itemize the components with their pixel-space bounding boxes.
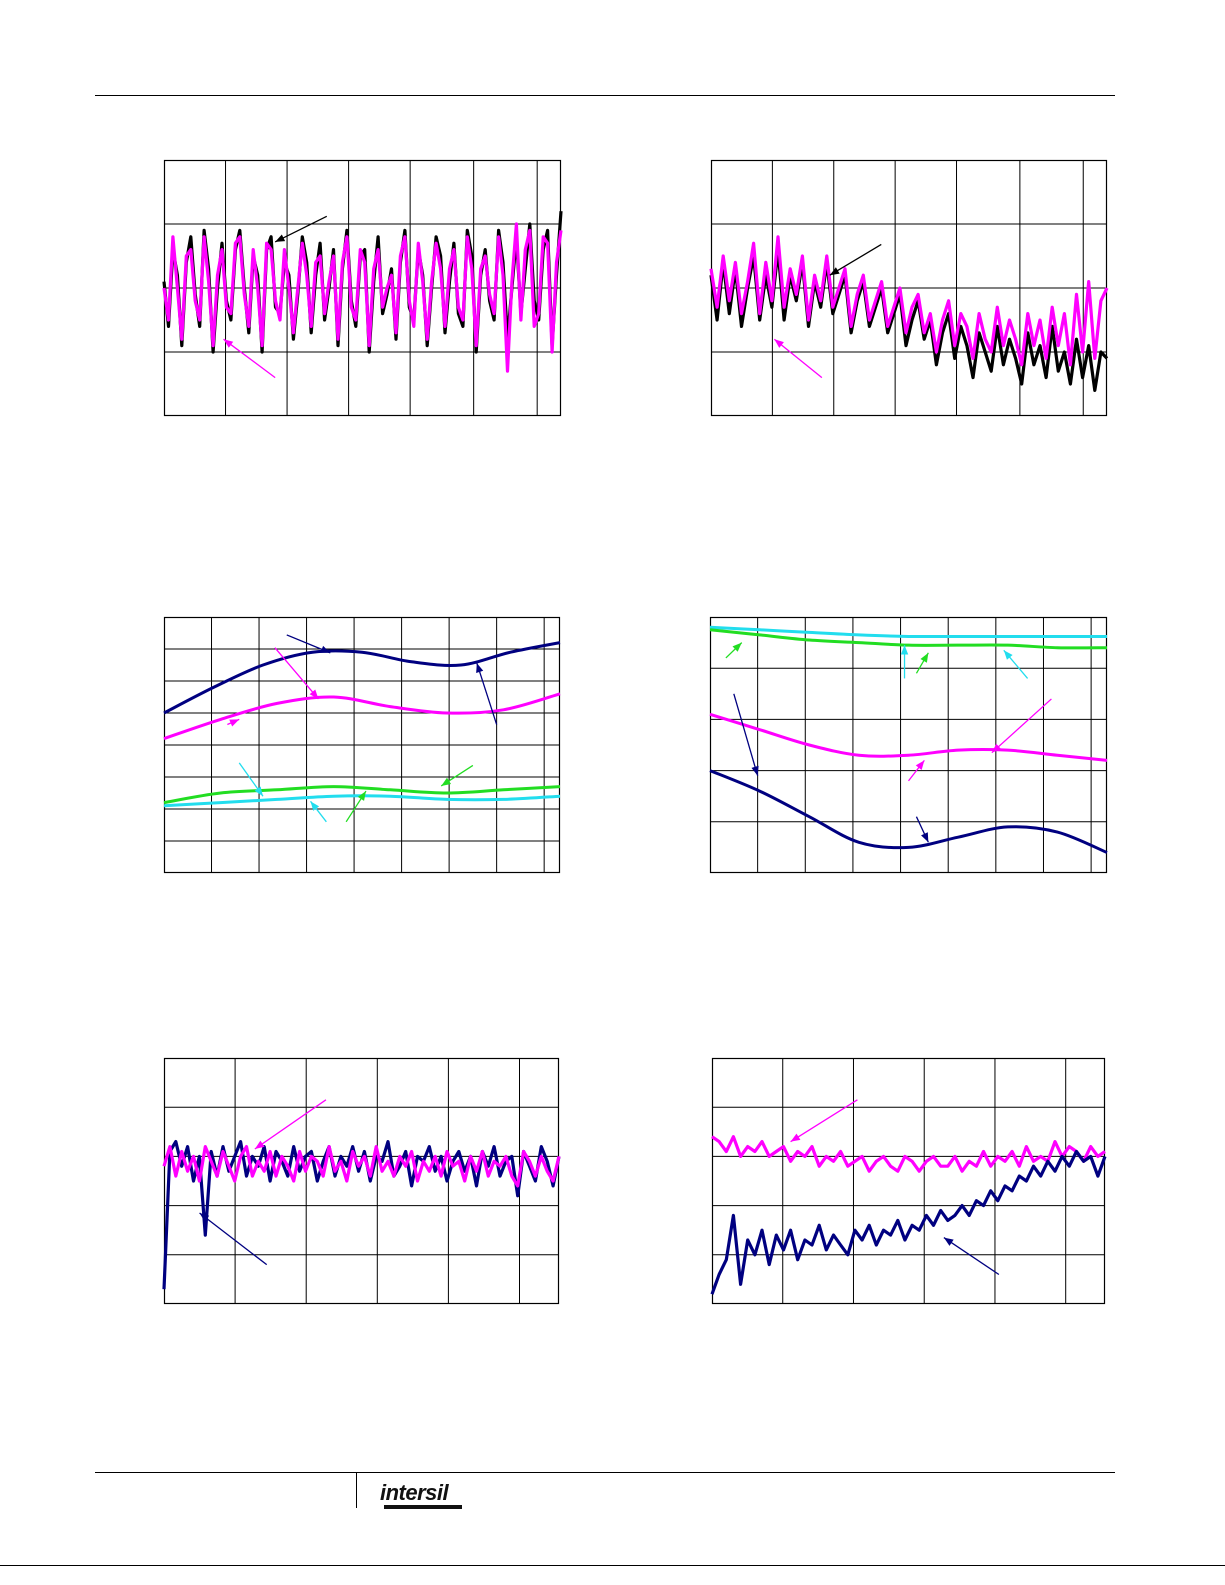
- annotation-arrowhead: [254, 1140, 265, 1150]
- annotation-arrowhead: [309, 689, 319, 699]
- annotation-arrowhead: [915, 760, 925, 770]
- annotation-arrowhead: [1003, 650, 1013, 660]
- chart-3-svg: [163, 616, 561, 874]
- annotation-arrow: [223, 338, 276, 379]
- series-line-2: [162, 222, 563, 373]
- chart-1: [162, 159, 563, 417]
- intersil-logo: intersil: [380, 1480, 462, 1509]
- chart-2-svg: [709, 159, 1109, 417]
- annotation-arrowhead: [920, 652, 929, 663]
- annotation-arrowhead: [199, 1212, 210, 1222]
- annotation-arrow: [829, 243, 882, 276]
- chart-4: [709, 616, 1108, 874]
- annotation-arrow: [991, 698, 1052, 754]
- series-line-4: [709, 769, 1108, 854]
- annotation-arrow: [476, 662, 498, 725]
- annotation-arrowhead: [357, 791, 366, 801]
- annotation-arrowhead: [275, 234, 286, 242]
- chart-5-svg: [162, 1057, 561, 1305]
- annotation-arrowhead: [900, 645, 909, 655]
- series-line-3: [709, 712, 1108, 762]
- series-line-1: [711, 1135, 1106, 1173]
- chart-4-svg: [709, 616, 1108, 874]
- footer-divider: [356, 1472, 357, 1508]
- annotation-arrowhead: [774, 339, 784, 348]
- plot-frame: [711, 1057, 1106, 1305]
- annotation-arrowhead: [790, 1133, 801, 1142]
- header-rule: [95, 95, 1115, 96]
- annotation-arrow: [254, 1099, 327, 1150]
- series-line-2: [162, 1145, 561, 1188]
- annotation-arrowhead: [320, 645, 331, 653]
- annotation-arrowhead: [310, 801, 320, 811]
- chart-6: [710, 1057, 1107, 1305]
- annotation-arrowhead: [943, 1237, 954, 1246]
- annotation-arrow: [733, 693, 759, 776]
- annotation-arrowhead: [223, 339, 234, 348]
- annotation-arrow: [773, 338, 823, 379]
- series-line-1: [709, 625, 1107, 639]
- footer-rule: [95, 1472, 1115, 1473]
- series-line-2: [709, 235, 1109, 367]
- series-line-3: [163, 785, 561, 805]
- annotation-arrowhead: [732, 642, 742, 652]
- series-line-2: [709, 628, 1108, 650]
- series-line-2: [163, 692, 561, 741]
- chart-1-svg: [162, 159, 563, 417]
- annotation-arrowhead: [751, 765, 759, 776]
- annotation-arrowhead: [441, 777, 452, 786]
- annotation-arrowhead: [229, 719, 240, 727]
- plot-frame: [163, 1057, 560, 1305]
- chart-2: [709, 159, 1109, 417]
- chart-5: [162, 1057, 561, 1305]
- annotation-arrow: [274, 647, 319, 700]
- annotation-arrowhead: [829, 267, 840, 276]
- annotation-arrow: [199, 1212, 268, 1266]
- annotation-arrowhead: [254, 786, 263, 797]
- plot-frame: [709, 616, 1108, 874]
- annotation-arrow: [790, 1099, 858, 1143]
- chart-3: [163, 616, 561, 874]
- annotation-arrow: [943, 1237, 1000, 1276]
- annotation-arrowhead: [476, 663, 484, 674]
- annotation-arrowhead: [991, 743, 1002, 753]
- chart-6-svg: [710, 1057, 1107, 1305]
- annotation-arrowhead: [921, 832, 929, 843]
- annotation-arrow: [274, 215, 328, 243]
- series-line-2: [710, 1149, 1107, 1295]
- series-line-1: [163, 641, 561, 715]
- bottom-rule: [0, 1565, 1225, 1566]
